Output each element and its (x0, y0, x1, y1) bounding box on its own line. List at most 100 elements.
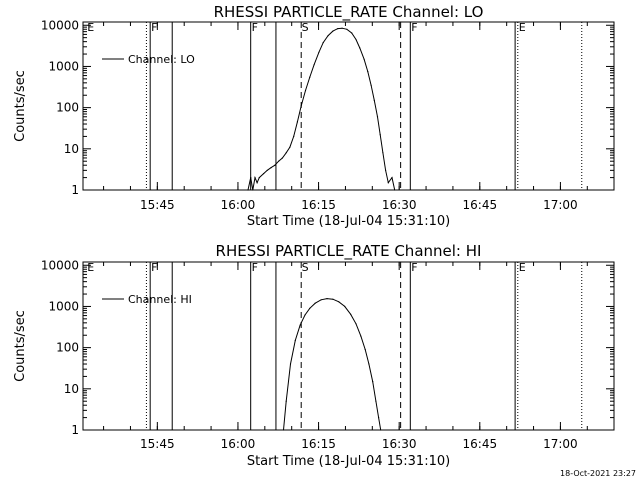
y-axis-label: Counts/sec (13, 310, 28, 382)
data-point (332, 298, 334, 300)
data-point (327, 35, 329, 37)
data-point (363, 58, 365, 60)
data-point (300, 105, 302, 107)
data-point (394, 189, 396, 191)
legend-label: Channel: LO (128, 53, 195, 66)
data-point (266, 169, 268, 171)
panel-lo: RHESSI PARTICLE_RATE Channel: LO 1 10 100 10… (13, 3, 615, 229)
flag-label: F (151, 261, 157, 274)
axes-frame (82, 261, 615, 431)
data-point (250, 177, 252, 179)
data-point (281, 157, 283, 159)
data-point (285, 400, 287, 402)
data-point (326, 298, 328, 300)
flag-label: F (151, 21, 157, 34)
data-point (309, 76, 311, 78)
data-point (285, 152, 287, 154)
data-point (294, 339, 296, 341)
x-tick-label: 16:30 (382, 437, 417, 451)
data-point (304, 89, 307, 92)
data-point (372, 381, 374, 383)
x-axis-label: Start Time (18-Jul-04 15:31:10) (247, 454, 450, 469)
data-point (391, 177, 393, 179)
data-point (270, 167, 272, 169)
data-point (318, 51, 320, 53)
data-point (351, 32, 353, 34)
y-tick-label: 10000 (41, 258, 79, 272)
data-point (258, 177, 260, 179)
flag-label: E (87, 261, 94, 274)
y-tick-label: 100 (56, 101, 79, 115)
data-point (385, 169, 387, 171)
x-tick-label: 16:45 (463, 198, 498, 212)
x-tick-label: 17:00 (543, 437, 578, 451)
flag-label: E (87, 21, 94, 34)
data-point (378, 417, 380, 419)
data-point (247, 189, 249, 191)
data-point (332, 30, 334, 32)
x-axis-label: Start Time (18-Jul-04 15:31:10) (247, 214, 450, 229)
data-point (337, 28, 339, 30)
data-point (376, 116, 379, 118)
y-tick-label: 100 (56, 341, 79, 355)
flag-label: F (252, 21, 258, 34)
data-point (370, 84, 372, 86)
y-tick-label: 1000 (48, 59, 79, 73)
data-point (367, 71, 369, 73)
data-point (355, 38, 357, 41)
x-tick-label: 16:30 (382, 198, 417, 212)
data-point (387, 182, 389, 184)
data-point (359, 47, 361, 49)
data-point (314, 302, 316, 304)
x-tick-label: 16:15 (301, 437, 336, 451)
data-point (309, 307, 311, 309)
y-tick-label: 10 (64, 142, 79, 156)
data-point (282, 429, 285, 431)
data-point (322, 42, 324, 44)
data-point (320, 299, 322, 301)
data-point (289, 146, 291, 148)
legend-label: Channel: HI (128, 293, 192, 306)
x-tick-label: 15:45 (140, 437, 175, 451)
y-axis-label: Counts/sec (13, 70, 28, 142)
data-point (355, 323, 357, 325)
data-point (263, 173, 265, 175)
data-point (341, 27, 343, 29)
data-point (350, 313, 352, 315)
data-point (313, 64, 315, 66)
footer-timestamp: 18-Oct-2021 23:27 (560, 469, 636, 478)
y-tick-label: 1 (71, 423, 79, 437)
chart-title: RHESSI PARTICLE_RATE Channel: HI (216, 242, 482, 261)
data-point (382, 152, 384, 154)
data-point (278, 160, 280, 162)
data-point (346, 28, 348, 30)
flag-label: E (519, 21, 526, 34)
series-line (283, 298, 382, 431)
chart-title: RHESSI PARTICLE_RATE Channel: LO (214, 3, 484, 22)
data-point (254, 177, 256, 179)
x-tick-label: 17:00 (543, 198, 578, 212)
data-point (274, 164, 276, 166)
y-tick-label: 1000 (48, 299, 79, 313)
x-tick-label: 16:15 (301, 198, 336, 212)
data-point (256, 182, 258, 184)
flag-label: F (411, 261, 417, 274)
x-tick-label: 15:45 (140, 198, 175, 212)
series-line (247, 27, 396, 191)
data-point (344, 305, 346, 307)
flag-label: E (519, 261, 526, 274)
flag-label: F (252, 261, 258, 274)
axes-frame (82, 21, 615, 191)
flag-label: S (302, 21, 309, 34)
data-point (293, 135, 295, 137)
x-tick-label: 16:00 (221, 437, 256, 451)
flag-label: S (302, 261, 309, 274)
data-point (380, 429, 382, 431)
x-tick-label: 16:00 (221, 198, 256, 212)
data-point (304, 314, 306, 316)
data-point (299, 324, 301, 326)
data-point (368, 363, 370, 365)
data-point (373, 99, 375, 101)
panel-hi: RHESSI PARTICLE_RATE Channel: HI 1 10 100 10… (13, 242, 615, 469)
